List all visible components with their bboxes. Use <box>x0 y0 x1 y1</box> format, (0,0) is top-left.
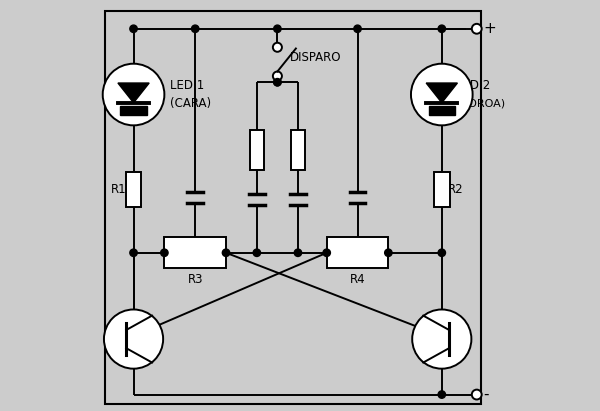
Text: LED 1: LED 1 <box>170 79 204 92</box>
Circle shape <box>274 79 281 86</box>
Bar <box>121 106 146 115</box>
Circle shape <box>191 25 199 32</box>
Text: (COROA): (COROA) <box>456 99 505 109</box>
Circle shape <box>412 309 472 369</box>
Text: Q1: Q1 <box>105 332 122 346</box>
Circle shape <box>385 249 392 256</box>
Circle shape <box>273 43 282 52</box>
Circle shape <box>103 64 164 125</box>
Circle shape <box>253 249 260 256</box>
Circle shape <box>411 64 473 125</box>
Text: R1: R1 <box>111 182 127 196</box>
Polygon shape <box>118 83 149 103</box>
Polygon shape <box>426 83 457 103</box>
Circle shape <box>354 25 361 32</box>
Text: (CARA): (CARA) <box>170 97 211 110</box>
Circle shape <box>274 79 281 86</box>
Circle shape <box>294 249 302 256</box>
Circle shape <box>438 249 445 256</box>
Circle shape <box>472 24 482 34</box>
Circle shape <box>438 25 445 32</box>
Circle shape <box>273 72 282 81</box>
Circle shape <box>130 25 137 32</box>
Circle shape <box>104 309 163 369</box>
Circle shape <box>274 25 281 32</box>
Circle shape <box>161 249 168 256</box>
Circle shape <box>472 390 482 399</box>
Bar <box>250 131 264 169</box>
Circle shape <box>438 391 445 398</box>
Text: Q2: Q2 <box>449 332 466 346</box>
Bar <box>291 131 305 169</box>
Bar <box>434 172 449 206</box>
Bar <box>327 237 388 268</box>
Bar <box>164 237 226 268</box>
Bar <box>428 106 455 115</box>
Bar <box>126 172 142 206</box>
Circle shape <box>130 249 137 256</box>
Text: -: - <box>483 387 488 402</box>
Circle shape <box>223 249 230 256</box>
Text: LED 2: LED 2 <box>456 79 490 92</box>
Text: R3: R3 <box>187 273 203 286</box>
Text: +: + <box>483 21 496 36</box>
Text: R2: R2 <box>448 182 464 196</box>
Text: DISPARO: DISPARO <box>290 51 341 64</box>
Text: R4: R4 <box>350 273 365 286</box>
Circle shape <box>323 249 331 256</box>
